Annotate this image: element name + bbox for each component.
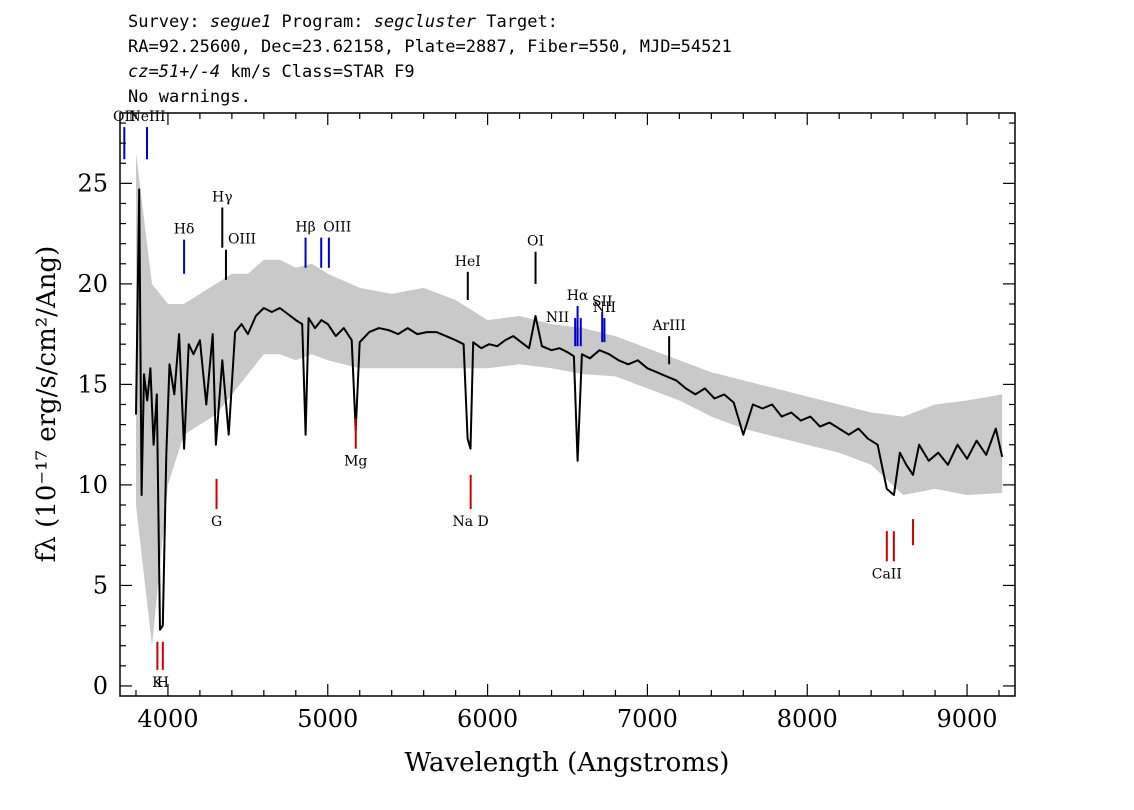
line-label-6: OIII bbox=[323, 220, 351, 236]
y-tick-label-3: 15 bbox=[77, 370, 108, 398]
line-label-13: SII bbox=[592, 294, 613, 310]
class-text: km/s Class=STAR F9 bbox=[220, 62, 415, 82]
header-line-survey: Survey: segue1 Program: segcluster Targe… bbox=[128, 12, 558, 32]
line-label-1: NeIII bbox=[128, 109, 165, 125]
y-tick-label-2: 10 bbox=[77, 471, 108, 499]
line-label-18: G bbox=[211, 514, 222, 530]
line-label-17: H bbox=[157, 675, 169, 691]
x-tick-label-2: 6000 bbox=[457, 705, 518, 733]
target-label: Target: bbox=[476, 12, 558, 32]
line-label-2: Hδ bbox=[174, 222, 195, 238]
line-label-9: OI bbox=[527, 234, 544, 250]
y-axis-title: fλ (10⁻¹⁷ erg/s/cm²/Ang) bbox=[32, 246, 62, 562]
x-tick-label-0: 4000 bbox=[137, 705, 198, 733]
survey-value: segue1 bbox=[209, 12, 272, 32]
y-tick-label-1: 5 bbox=[93, 571, 108, 599]
line-label-11: Hα bbox=[567, 288, 589, 304]
x-tick-label-4: 8000 bbox=[777, 705, 838, 733]
y-tick-label-0: 0 bbox=[93, 672, 108, 700]
y-tick-label-4: 20 bbox=[77, 270, 108, 298]
line-label-5: Hβ bbox=[295, 220, 315, 236]
redshift-value: cz=51+/-4 bbox=[128, 62, 221, 82]
program-value: segcluster bbox=[373, 12, 477, 32]
line-label-4: OIII bbox=[228, 232, 256, 248]
line-label-19: Mg bbox=[344, 454, 367, 470]
flux-series-line bbox=[135, 188, 1004, 631]
line-label-10: NII bbox=[546, 310, 569, 326]
plot-frame bbox=[119, 112, 1016, 697]
line-label-3: Hγ bbox=[212, 189, 233, 205]
line-label-16: K bbox=[152, 675, 163, 691]
survey-label: Survey: bbox=[128, 12, 210, 32]
x-tick-label-3: 7000 bbox=[617, 705, 678, 733]
line-label-8: HeI bbox=[455, 254, 481, 270]
line-label-15: ArIII bbox=[651, 318, 685, 334]
line-label-20: Na D bbox=[453, 514, 489, 530]
line-label-14: NII bbox=[593, 300, 616, 316]
program-label: Program: bbox=[271, 12, 374, 32]
y-tick-label-5: 25 bbox=[77, 169, 108, 197]
header-line-redshift: cz=51+/-4 km/s Class=STAR F9 bbox=[128, 62, 415, 82]
x-tick-label-1: 5000 bbox=[297, 705, 358, 733]
x-tick-label-5: 9000 bbox=[937, 705, 998, 733]
line-label-21: CaII bbox=[872, 566, 902, 582]
header-line-coordinates: RA=92.25600, Dec=23.62158, Plate=2887, F… bbox=[128, 37, 732, 57]
header-line-warnings: No warnings. bbox=[128, 87, 251, 107]
x-axis-title: Wavelength (Angstroms) bbox=[405, 748, 730, 778]
